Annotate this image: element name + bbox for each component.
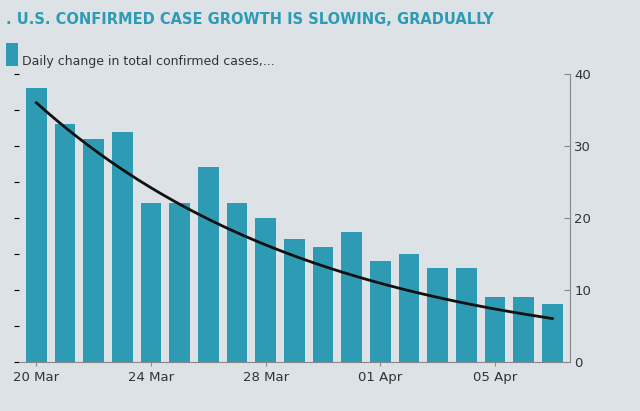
Bar [542, 304, 563, 362]
Text: . U.S. CONFIRMED CASE GROWTH IS SLOWING, GRADUALLY: . U.S. CONFIRMED CASE GROWTH IS SLOWING,… [6, 12, 494, 27]
Bar [26, 88, 47, 362]
Bar [399, 254, 419, 362]
Bar [313, 247, 333, 362]
Bar [370, 261, 390, 362]
Text: Daily change in total confirmed cases,...: Daily change in total confirmed cases,..… [22, 55, 275, 69]
Bar [83, 139, 104, 362]
Bar [55, 124, 76, 362]
Bar [112, 132, 132, 362]
Bar [484, 297, 506, 362]
Bar [284, 239, 305, 362]
Bar [170, 203, 190, 362]
Bar [456, 268, 477, 362]
Bar [227, 203, 248, 362]
Bar [255, 218, 276, 362]
Bar [198, 168, 219, 362]
Bar [141, 203, 161, 362]
Bar [341, 232, 362, 362]
Bar [428, 268, 448, 362]
Bar [513, 297, 534, 362]
